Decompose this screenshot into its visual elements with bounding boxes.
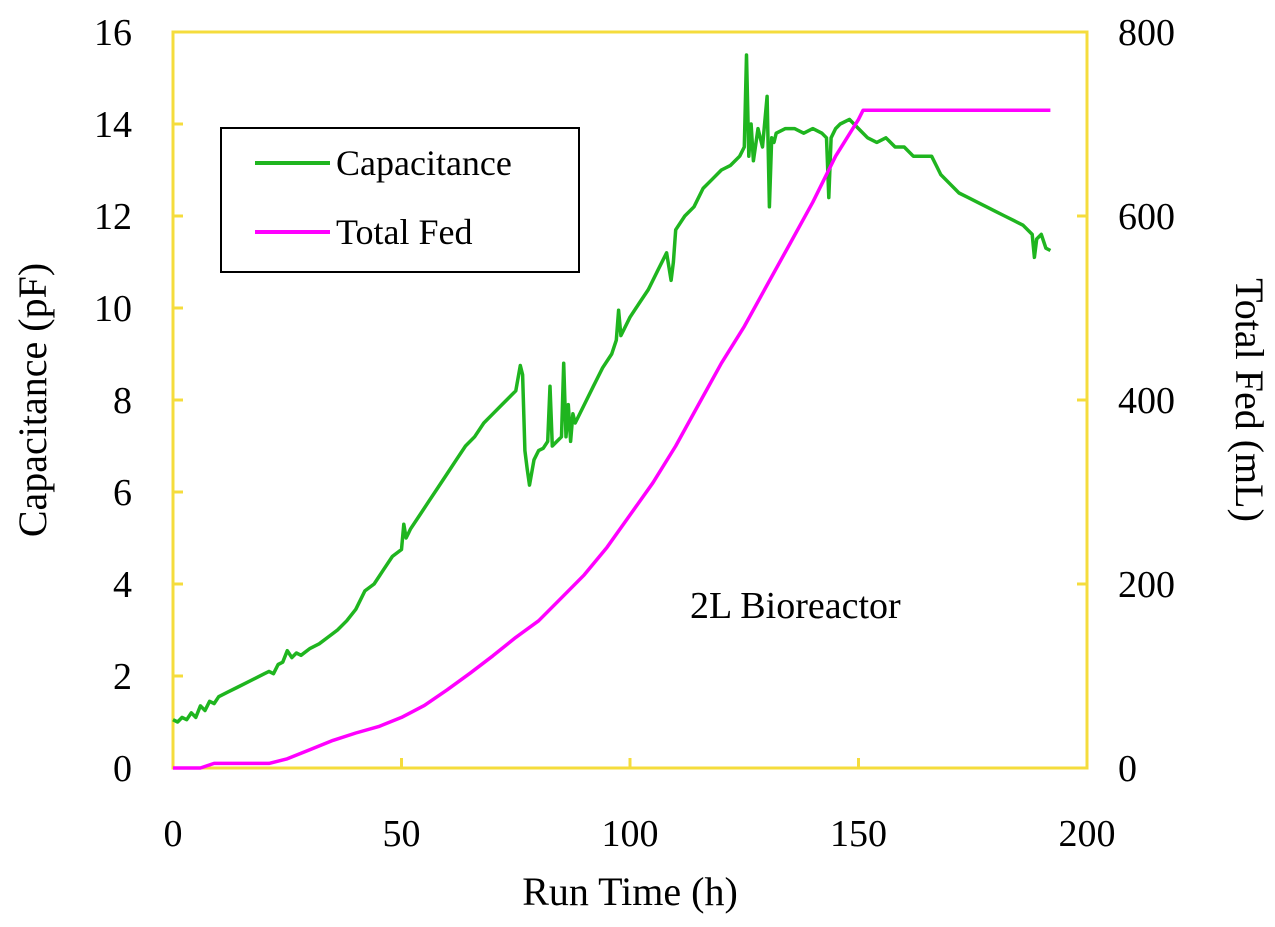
right-y-tick-label: 0 bbox=[1118, 748, 1137, 790]
right-y-tick-label: 200 bbox=[1118, 564, 1175, 606]
left-y-tick-label: 8 bbox=[113, 380, 132, 422]
legend-label-total-fed: Total Fed bbox=[336, 212, 472, 252]
x-tick-label: 50 bbox=[383, 813, 421, 855]
annotation-2l-bioreactor: 2L Bioreactor bbox=[690, 585, 901, 627]
left-y-tick-label: 14 bbox=[94, 104, 132, 146]
x-tick-label: 200 bbox=[1059, 813, 1116, 855]
left-y-tick-label: 4 bbox=[113, 564, 132, 606]
right-y-tick-group: 0 200 400 600 800 bbox=[1077, 12, 1175, 790]
series-line-capacitance bbox=[172, 53, 1052, 724]
left-y-tick-label: 0 bbox=[113, 748, 132, 790]
x-tick-group: 0 50 100 150 200 bbox=[164, 758, 1116, 855]
right-y-tick-label: 800 bbox=[1118, 12, 1175, 54]
right-y-tick-label: 400 bbox=[1118, 380, 1175, 422]
left-y-tick-label: 10 bbox=[94, 288, 132, 330]
series-layer bbox=[172, 53, 1052, 770]
x-tick-label: 0 bbox=[164, 813, 183, 855]
legend: Capacitance Total Fed bbox=[220, 127, 580, 273]
series-line-total-fed bbox=[173, 108, 1051, 770]
left-y-tick-label: 6 bbox=[113, 472, 132, 514]
left-y-tick-label: 2 bbox=[113, 656, 132, 698]
legend-label-capacitance: Capacitance bbox=[336, 143, 512, 183]
right-y-tick-label: 600 bbox=[1118, 196, 1175, 238]
left-y-tick-label: 16 bbox=[94, 12, 132, 54]
x-tick-label: 100 bbox=[602, 813, 659, 855]
right-y-axis-title: Total Fed (mL) bbox=[1227, 278, 1272, 522]
left-y-axis-title: Capacitance (pF) bbox=[10, 263, 55, 537]
x-tick-label: 150 bbox=[830, 813, 887, 855]
x-axis-title: Run Time (h) bbox=[522, 869, 738, 914]
left-y-tick-label: 12 bbox=[94, 196, 132, 238]
left-y-tick-group: 0 2 4 6 8 10 12 14 16 bbox=[94, 12, 183, 790]
legend-box bbox=[220, 127, 580, 273]
